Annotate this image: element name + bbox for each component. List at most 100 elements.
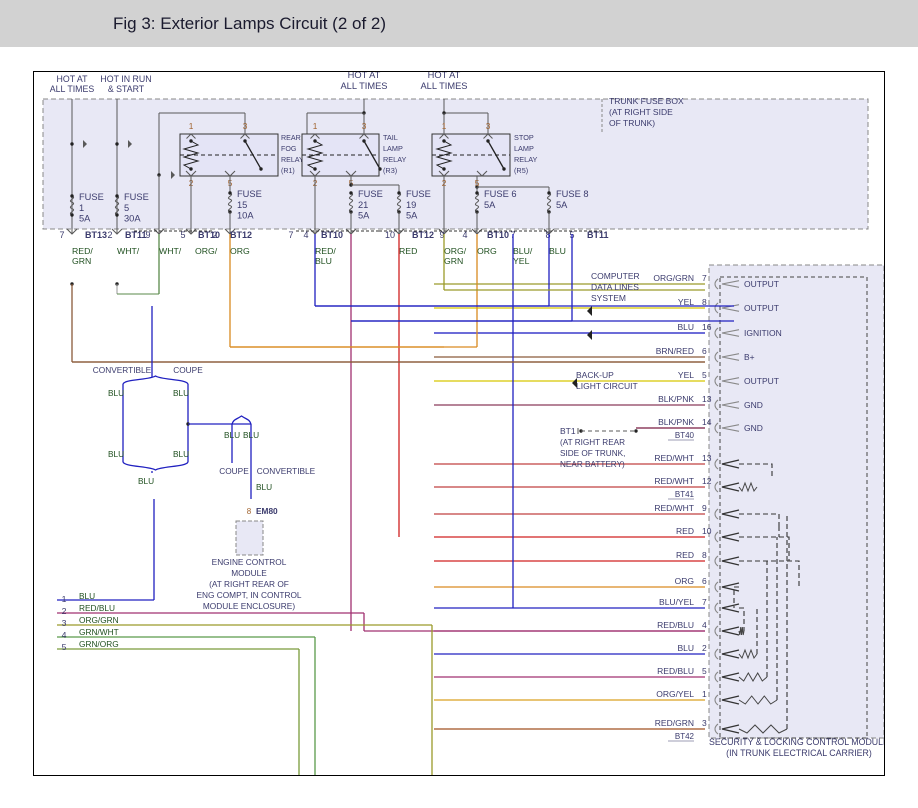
svg-text:5: 5 (475, 178, 480, 188)
svg-text:(R3): (R3) (383, 166, 397, 175)
svg-text:1: 1 (79, 203, 84, 213)
svg-text:ENG COMPT, IN CONTROL: ENG COMPT, IN CONTROL (196, 590, 301, 600)
svg-text:WHT/: WHT/ (117, 246, 140, 256)
svg-text:RED/: RED/ (315, 246, 336, 256)
svg-text:GND: GND (744, 423, 763, 433)
svg-text:2: 2 (107, 230, 112, 240)
svg-text:BLU: BLU (677, 322, 694, 332)
svg-text:(AT RIGHT SIDE: (AT RIGHT SIDE (609, 107, 673, 117)
svg-text:10A: 10A (237, 211, 254, 221)
svg-text:HOT AT: HOT AT (57, 74, 89, 84)
svg-text:BLU: BLU (173, 449, 189, 459)
svg-text:BT13: BT13 (85, 230, 107, 240)
svg-text:TAIL: TAIL (383, 133, 398, 142)
svg-text:4: 4 (702, 620, 707, 630)
svg-text:ALL TIMES: ALL TIMES (340, 81, 387, 91)
svg-text:RED/BLU: RED/BLU (79, 603, 115, 613)
svg-text:LAMP: LAMP (514, 144, 534, 153)
svg-text:HOT IN RUN: HOT IN RUN (100, 74, 151, 84)
svg-text:ENGINE CONTROL: ENGINE CONTROL (212, 557, 287, 567)
svg-text:BLU: BLU (243, 430, 259, 440)
svg-text:BLU: BLU (224, 430, 240, 440)
svg-text:RED/GRN: RED/GRN (655, 718, 694, 728)
svg-text:BLU: BLU (315, 256, 332, 266)
svg-text:WHT/: WHT/ (159, 246, 182, 256)
svg-text:BT40: BT40 (675, 431, 695, 440)
svg-text:BLU: BLU (108, 388, 124, 398)
svg-text:1: 1 (442, 121, 447, 131)
svg-text:RED/BLU: RED/BLU (657, 666, 694, 676)
svg-text:BACK-UP: BACK-UP (576, 370, 614, 380)
svg-text:8: 8 (702, 550, 707, 560)
svg-text:5: 5 (702, 666, 707, 676)
svg-text:3: 3 (243, 121, 248, 131)
svg-text:STOP: STOP (514, 133, 534, 142)
svg-text:FOG: FOG (281, 145, 296, 153)
svg-text:8: 8 (247, 507, 252, 516)
svg-text:OUTPUT: OUTPUT (744, 279, 779, 289)
svg-text:4: 4 (62, 630, 67, 640)
svg-text:GRN/ORG: GRN/ORG (79, 639, 119, 649)
svg-text:FUSE: FUSE (406, 189, 431, 199)
svg-text:ALL TIMES: ALL TIMES (50, 84, 95, 94)
svg-text:ORG: ORG (675, 576, 694, 586)
svg-text:5: 5 (62, 642, 67, 652)
svg-text:9: 9 (702, 503, 707, 513)
svg-text:(AT RIGHT REAR: (AT RIGHT REAR (560, 438, 625, 447)
svg-text:REAR: REAR (281, 134, 301, 142)
svg-text:RED: RED (676, 526, 694, 536)
svg-text:BT41: BT41 (675, 490, 695, 499)
svg-text:5A: 5A (79, 214, 91, 224)
svg-text:10: 10 (702, 526, 712, 536)
svg-text:OF TRUNK): OF TRUNK) (609, 118, 655, 128)
svg-text:(AT RIGHT REAR OF: (AT RIGHT REAR OF (209, 579, 289, 589)
svg-text:RELAY: RELAY (514, 155, 538, 164)
svg-text:BLK/PNK: BLK/PNK (658, 417, 694, 427)
svg-text:FUSE: FUSE (358, 189, 383, 199)
svg-text:SIDE OF TRUNK,: SIDE OF TRUNK, (560, 449, 625, 458)
svg-text:RED/WHT: RED/WHT (654, 453, 694, 463)
svg-text:(IN TRUNK ELECTRICAL CARRIER): (IN TRUNK ELECTRICAL CARRIER) (726, 748, 872, 758)
svg-text:7: 7 (59, 230, 64, 240)
svg-text:FUSE: FUSE (79, 192, 104, 202)
svg-text:ORG: ORG (477, 246, 497, 256)
svg-text:ORG/GRN: ORG/GRN (79, 615, 119, 625)
svg-text:BLU: BLU (79, 591, 95, 601)
svg-text:RED: RED (676, 550, 694, 560)
svg-text:YEL: YEL (513, 256, 530, 266)
svg-text:3: 3 (486, 121, 491, 131)
svg-text:ORG/: ORG/ (444, 246, 467, 256)
svg-text:30A: 30A (124, 214, 141, 224)
svg-text:BLU: BLU (549, 246, 566, 256)
svg-text:1: 1 (702, 689, 707, 699)
svg-text:RELAY: RELAY (281, 156, 304, 164)
svg-text:RED/BLU: RED/BLU (657, 620, 694, 630)
svg-text:RED/: RED/ (72, 246, 93, 256)
svg-text:COUPE: COUPE (173, 365, 203, 375)
svg-text:BT12: BT12 (230, 230, 252, 240)
svg-text:IGNITION: IGNITION (744, 328, 782, 338)
svg-text:BLU: BLU (677, 643, 694, 653)
svg-text:1: 1 (313, 121, 318, 131)
svg-text:6: 6 (702, 346, 707, 356)
svg-text:OUTPUT: OUTPUT (744, 303, 779, 313)
svg-text:ORG/YEL: ORG/YEL (656, 689, 694, 699)
svg-text:3: 3 (702, 718, 707, 728)
svg-text:SYSTEM: SYSTEM (591, 293, 626, 303)
svg-text:5A: 5A (358, 211, 370, 221)
svg-text:BLU: BLU (108, 449, 124, 459)
svg-text:B+: B+ (744, 352, 755, 362)
svg-text:SECURITY & LOCKING CONTROL MOD: SECURITY & LOCKING CONTROL MODULE (709, 737, 884, 747)
svg-text:2: 2 (212, 230, 217, 240)
svg-text:3: 3 (62, 618, 67, 628)
svg-text:HOT AT: HOT AT (348, 72, 381, 80)
svg-text:GRN: GRN (72, 256, 91, 266)
svg-text:RED/WHT: RED/WHT (654, 503, 694, 513)
svg-text:GND: GND (744, 400, 763, 410)
svg-text:BLU: BLU (173, 388, 189, 398)
svg-text:5A: 5A (556, 200, 568, 210)
svg-text:2: 2 (62, 606, 67, 616)
svg-text:MODULE ENCLOSURE): MODULE ENCLOSURE) (203, 601, 295, 611)
svg-text:2: 2 (702, 643, 707, 653)
svg-text:3: 3 (362, 121, 367, 131)
